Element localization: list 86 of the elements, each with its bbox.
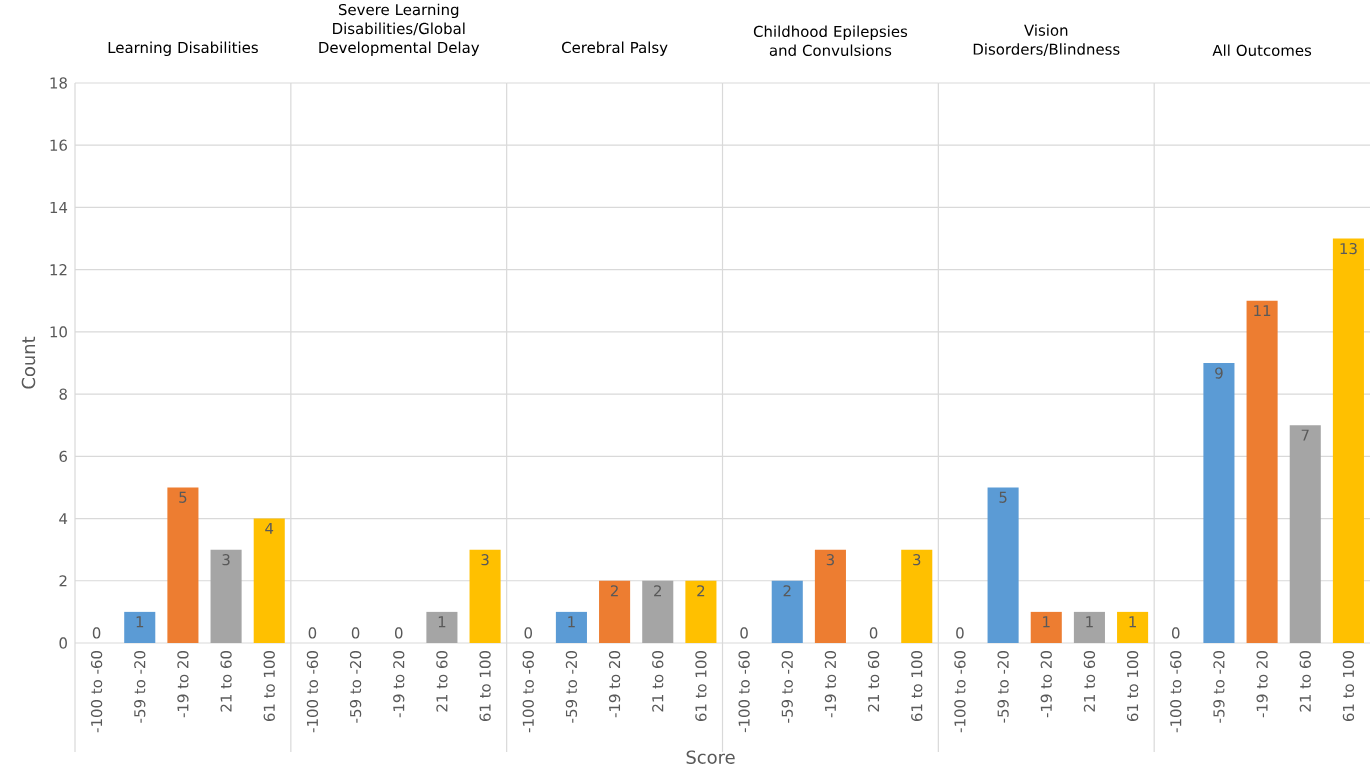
y-tick-label: 8 xyxy=(59,388,67,400)
data-label: 1 xyxy=(1086,616,1093,628)
data-label: 0 xyxy=(351,627,360,639)
data-label: 5 xyxy=(999,491,1007,503)
x-tick-label: 21 to 60 xyxy=(1083,651,1096,712)
x-tick-label: 21 to 60 xyxy=(867,651,880,712)
x-tick-label: 21 to 60 xyxy=(220,651,232,712)
y-tick-label: 16 xyxy=(50,139,68,151)
data-label: 0 xyxy=(1172,627,1180,639)
bar xyxy=(1246,300,1278,643)
x-tick-label: 61 to 100 xyxy=(479,651,491,722)
data-label: 11 xyxy=(1254,305,1271,317)
x-tick-label: 61 to 100 xyxy=(1126,651,1139,722)
x-tick-label: -59 to -20 xyxy=(565,651,578,723)
x-tick-label: -19 to 20 xyxy=(393,651,405,718)
data-label: 1 xyxy=(438,616,446,628)
x-axis-title: Score xyxy=(686,750,735,764)
chart-title: Severe Learning Disabilities/Global Developmental Delay xyxy=(319,3,480,56)
x-tick-label: -59 to -20 xyxy=(134,651,146,723)
x-tick-label: -100 to -60 xyxy=(306,651,319,733)
chart-title: All Outcomes xyxy=(1212,44,1312,56)
data-label: 2 xyxy=(654,585,661,597)
y-tick-label: 14 xyxy=(50,202,68,213)
x-tick-label: -100 to -60 xyxy=(738,651,750,733)
y-tick-label: 12 xyxy=(50,264,67,276)
bar xyxy=(1203,362,1235,643)
data-label: 0 xyxy=(394,627,403,639)
x-tick-label: -59 to -20 xyxy=(997,651,1009,723)
y-tick-label: 6 xyxy=(59,450,68,462)
data-label: 1 xyxy=(1129,616,1136,628)
x-tick-label: -19 to 20 xyxy=(608,651,621,718)
y-tick-label: 4 xyxy=(59,513,68,524)
x-tick-label: 21 to 60 xyxy=(652,651,664,712)
bar xyxy=(253,518,285,643)
x-tick-label: 61 to 100 xyxy=(1342,651,1355,722)
x-tick-label: 21 to 60 xyxy=(1299,651,1311,712)
data-label: 3 xyxy=(222,554,230,566)
x-tick-label: -100 to -60 xyxy=(522,651,534,733)
bar xyxy=(1332,238,1364,643)
chart-title: Vision Disorders/Blindness xyxy=(973,24,1120,56)
data-label: 2 xyxy=(783,585,791,597)
x-tick-label: -59 to -20 xyxy=(349,651,362,723)
bar xyxy=(124,611,156,643)
x-tick-label: -100 to -60 xyxy=(1170,651,1182,733)
x-tick-label: 61 to 100 xyxy=(911,651,923,722)
data-label: 3 xyxy=(481,554,489,566)
x-tick-label: -100 to -60 xyxy=(90,651,103,733)
y-tick-label: 0 xyxy=(59,637,67,649)
x-tick-label: 61 to 100 xyxy=(263,651,275,722)
x-tick-label: -19 to 20 xyxy=(1040,651,1052,718)
data-label: 2 xyxy=(697,585,705,597)
data-label: 0 xyxy=(869,627,878,639)
x-tick-label: -59 to -20 xyxy=(1213,651,1225,723)
chart-title: Cerebral Palsy xyxy=(562,41,668,56)
data-label: 0 xyxy=(92,627,101,639)
y-axis-title: Count xyxy=(21,336,36,389)
data-label: 0 xyxy=(740,627,748,639)
data-label: 9 xyxy=(1215,367,1223,379)
x-tick-label: -19 to 20 xyxy=(824,651,837,718)
x-tick-label: -100 to -60 xyxy=(954,651,966,733)
x-tick-label: -19 to 20 xyxy=(1256,651,1268,718)
data-label: 13 xyxy=(1340,242,1357,255)
data-label: 5 xyxy=(179,491,187,503)
bar xyxy=(210,549,242,643)
chart-title: Learning Disabilities xyxy=(108,41,258,56)
data-label: 3 xyxy=(913,554,921,566)
x-tick-label: -59 to -20 xyxy=(781,651,793,723)
y-tick-label: 18 xyxy=(50,77,67,89)
bar xyxy=(167,487,199,643)
data-label: 4 xyxy=(265,522,274,534)
data-label: 2 xyxy=(610,585,618,597)
data-label: 1 xyxy=(1043,616,1050,628)
data-label: 0 xyxy=(308,627,317,639)
x-tick-label: 61 to 100 xyxy=(695,651,707,722)
data-label: 1 xyxy=(136,616,144,628)
chart-title: Childhood Epilepsies and Convulsions xyxy=(753,25,908,56)
y-tick-label: 2 xyxy=(59,575,67,587)
data-label: 0 xyxy=(524,627,532,639)
data-label: 0 xyxy=(956,627,964,639)
bar xyxy=(1289,425,1321,643)
x-tick-label: 21 to 60 xyxy=(436,651,448,712)
y-tick-label: 10 xyxy=(50,326,67,338)
data-label: 7 xyxy=(1301,429,1309,441)
x-tick-label: -19 to 20 xyxy=(177,651,189,718)
data-label: 1 xyxy=(568,616,575,628)
data-label: 3 xyxy=(826,554,834,566)
